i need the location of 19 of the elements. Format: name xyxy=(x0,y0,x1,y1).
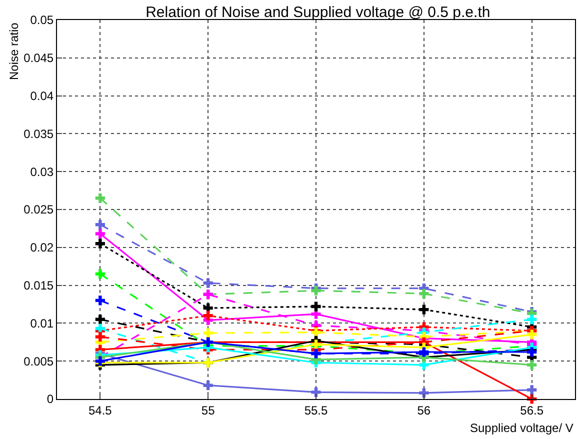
x-tick-label: 55 xyxy=(201,403,216,418)
y-tick-label: 0.005 xyxy=(24,354,54,368)
x-tick-label: 54.5 xyxy=(88,403,112,418)
y-tick-label: 0.03 xyxy=(30,164,54,179)
y-tick-label: 0.04 xyxy=(30,89,54,103)
x-tick-label: 56.5 xyxy=(520,403,544,418)
y-tick-label: 0.045 xyxy=(24,51,54,66)
x-tick-label: 56 xyxy=(417,403,431,418)
y-tick-label: 0.02 xyxy=(30,240,54,255)
y-axis-title: Noise ratio xyxy=(7,22,21,80)
y-tick-label: 0.05 xyxy=(30,13,54,28)
y-tick-label: 0 xyxy=(46,392,54,406)
chart-title: Relation of Noise and Supplied voltage @ 0.5 p.e.th xyxy=(146,4,490,22)
y-tick-label: 0.015 xyxy=(24,278,54,292)
x-axis-title: Supplied voltage/ V xyxy=(470,421,574,435)
y-tick-label: 0.01 xyxy=(30,316,54,330)
y-tick-label: 0.035 xyxy=(24,126,54,141)
y-tick-label: 0.025 xyxy=(24,202,54,217)
x-tick-label: 55.5 xyxy=(304,403,328,418)
